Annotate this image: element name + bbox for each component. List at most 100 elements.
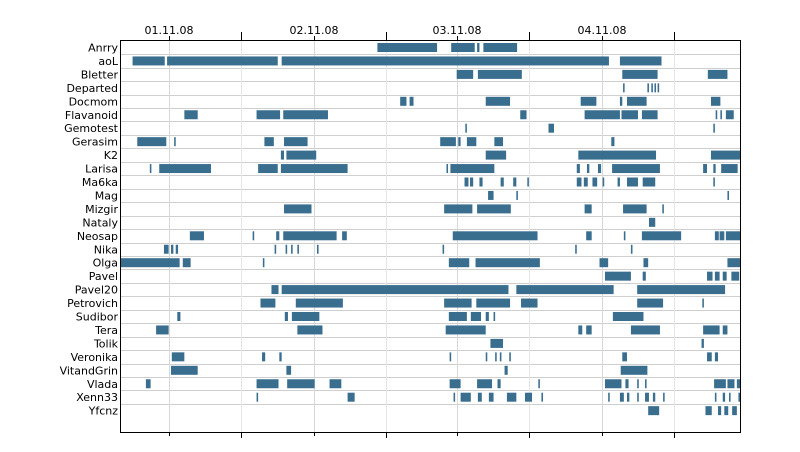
activity-bar [541, 392, 544, 402]
activity-bar [297, 325, 323, 335]
row-label: Larisa [85, 163, 118, 176]
activity-bar [721, 164, 738, 174]
activity-bar [648, 406, 660, 416]
activity-bar [465, 123, 467, 133]
activity-bar [641, 231, 682, 241]
activity-bar [622, 69, 658, 79]
activity-bar [177, 312, 181, 321]
activity-bar [727, 379, 735, 389]
activity-bar [619, 392, 624, 402]
activity-bar [722, 325, 728, 335]
activity-bar [163, 244, 169, 254]
activity-bar [605, 379, 622, 389]
activity-bar [641, 110, 658, 120]
activity-bar [645, 392, 649, 402]
activity-bar [578, 150, 657, 160]
activity-bar [479, 177, 483, 187]
activity-bar [409, 96, 414, 106]
activity-bar [400, 96, 407, 106]
activity-bar [149, 164, 152, 174]
activity-bar [506, 392, 517, 402]
activity-bar [637, 392, 639, 402]
activity-bar [445, 325, 486, 335]
row-label: Sudibor [76, 311, 119, 324]
activity-bar [444, 298, 472, 308]
activity-bar [736, 379, 740, 389]
activity-bar [584, 110, 620, 120]
activity-bar [654, 83, 657, 93]
activity-bar [732, 406, 737, 416]
activity-bar [256, 110, 281, 120]
activity-bar [729, 392, 731, 402]
activity-bar [464, 177, 469, 187]
activity-bar [620, 365, 648, 375]
activity-bar [703, 325, 720, 335]
activity-bar [548, 123, 554, 133]
activity-bar [449, 379, 461, 389]
activity-bar [477, 43, 480, 52]
x-tick-label: 02.11.08 [290, 24, 339, 37]
row-label: Vlada [87, 378, 118, 391]
x-tick-label: 04.11.08 [578, 24, 627, 37]
activity-bar [720, 110, 722, 120]
activity-bar [642, 177, 656, 187]
activity-bar [281, 56, 609, 66]
activity-bar [488, 392, 494, 402]
activity-bar [284, 312, 288, 321]
activity-bar [483, 43, 518, 52]
activity-bar [342, 231, 347, 241]
activity-bar [442, 244, 445, 254]
activity-bar [642, 271, 646, 281]
activity-bar [476, 298, 511, 308]
activity-bar [274, 244, 277, 254]
activity-bar [440, 137, 456, 147]
activity-bar [451, 43, 475, 52]
activity-bar [171, 352, 185, 362]
activity-bar [171, 244, 174, 254]
activity-bar [605, 271, 631, 281]
activity-bar [466, 137, 477, 147]
activity-bar [175, 244, 179, 254]
activity-bar [347, 392, 355, 402]
activity-bar [625, 379, 629, 389]
activity-bar [283, 110, 328, 120]
activity-bar [617, 177, 620, 187]
activity-bar [647, 83, 649, 93]
activity-bar [713, 123, 715, 133]
activity-bar [120, 258, 180, 268]
activity-bar [271, 285, 279, 295]
activity-bar [453, 392, 456, 402]
activity-bar [262, 258, 265, 268]
activity-bar [291, 244, 293, 254]
activity-bar [663, 392, 665, 402]
row-label: Ma6ka [82, 176, 118, 189]
activity-bar [643, 258, 649, 268]
activity-bar [623, 204, 647, 214]
row-label: Neosap [77, 230, 118, 243]
grid [120, 40, 740, 432]
activity-bar [444, 204, 473, 214]
activity-bar [645, 379, 647, 389]
row-label: Tolik [93, 337, 119, 350]
activity-bar [657, 83, 660, 93]
row-label: Docmom [69, 95, 118, 108]
activity-bar [637, 285, 726, 295]
row-label: Veronika [71, 351, 118, 364]
activity-bar [619, 56, 662, 66]
activity-bar [727, 190, 730, 200]
activity-bar [619, 96, 623, 106]
activity-bar [630, 325, 660, 335]
activity-bar [485, 312, 489, 321]
activity-bar [703, 164, 708, 174]
activity-bar [538, 379, 540, 389]
row-label: Mag [95, 189, 118, 202]
activity-bar [701, 338, 704, 348]
activity-bar [159, 164, 212, 174]
activity-bar [252, 231, 255, 241]
activity-bar [580, 96, 597, 106]
activity-bar [286, 150, 317, 160]
x-axis-ticks [169, 32, 675, 438]
activity-bar [738, 392, 740, 402]
activity-bar [714, 352, 719, 362]
